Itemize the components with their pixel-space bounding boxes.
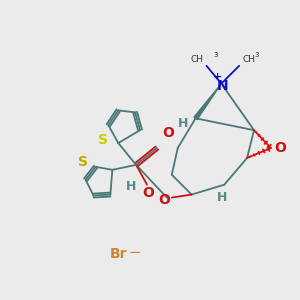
Text: 3: 3 bbox=[254, 52, 259, 58]
Text: S: S bbox=[98, 133, 108, 147]
Text: −: − bbox=[124, 244, 142, 260]
Text: H: H bbox=[178, 117, 188, 130]
Text: N: N bbox=[217, 79, 228, 93]
Text: CH: CH bbox=[242, 55, 255, 64]
Text: O: O bbox=[142, 186, 154, 200]
Text: H: H bbox=[126, 180, 136, 193]
Polygon shape bbox=[194, 84, 221, 119]
Text: O: O bbox=[274, 141, 286, 155]
Text: +: + bbox=[213, 72, 222, 82]
Text: CH: CH bbox=[190, 55, 203, 64]
Text: H: H bbox=[217, 191, 227, 204]
Text: Br: Br bbox=[110, 247, 127, 261]
Text: 3: 3 bbox=[213, 52, 218, 58]
Text: O: O bbox=[158, 193, 170, 206]
Text: O: O bbox=[162, 126, 174, 140]
Text: S: S bbox=[78, 155, 88, 169]
